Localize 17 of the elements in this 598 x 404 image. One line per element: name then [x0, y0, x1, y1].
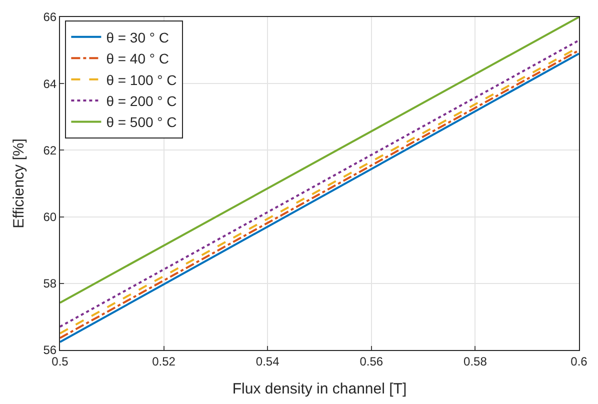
- legend-label: θ = 30 ° C: [106, 29, 170, 46]
- y-axis-title: Efficiency [%]: [10, 138, 28, 228]
- x-tick-label: 0.54: [256, 354, 280, 368]
- y-tick-label: 62: [43, 143, 57, 158]
- x-tick-label: 0.6: [570, 354, 588, 368]
- y-tick-label: 64: [43, 76, 57, 91]
- y-tick-label: 66: [43, 10, 57, 24]
- legend-label: θ = 40 ° C: [106, 50, 170, 67]
- legend-label: θ = 200 ° C: [106, 92, 177, 109]
- x-axis-title: Flux density in channel [T]: [232, 380, 407, 398]
- x-tick-label: 0.58: [464, 354, 488, 368]
- legend-label: θ = 500 ° C: [106, 114, 177, 130]
- x-tick-label: 0.52: [152, 354, 176, 368]
- legend-label: θ = 100 ° C: [106, 72, 177, 88]
- y-tick-label: 58: [43, 276, 57, 291]
- x-tick-label: 0.56: [360, 354, 384, 368]
- y-tick-label: 60: [43, 210, 57, 224]
